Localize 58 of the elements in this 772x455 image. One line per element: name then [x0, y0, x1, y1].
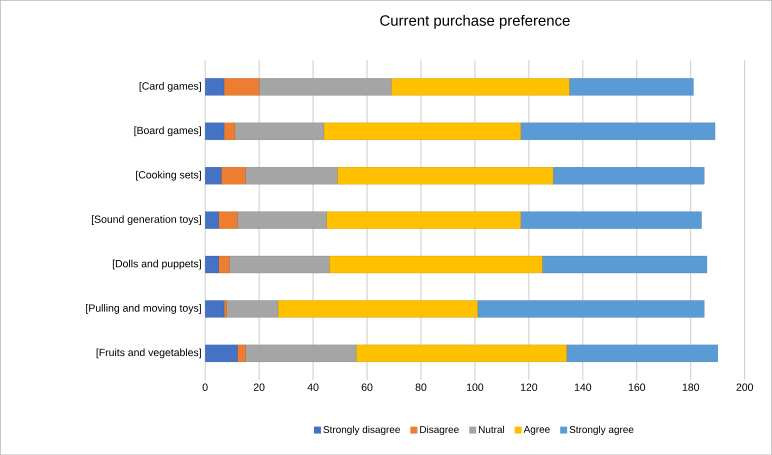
- x-tick-label: 100: [467, 383, 484, 391]
- bar: [356, 344, 567, 362]
- bar: [520, 122, 716, 140]
- bar: [542, 256, 708, 274]
- bar: [324, 122, 521, 140]
- bar: [337, 166, 554, 184]
- x-tick-label: 160: [628, 383, 646, 391]
- bar: [237, 211, 327, 229]
- legend-label: Agree: [524, 426, 550, 435]
- bar: [221, 166, 246, 184]
- bar: [205, 344, 238, 362]
- y-tick-label: [Cooking sets]: [136, 170, 201, 180]
- bar: [229, 256, 330, 274]
- bar: [245, 344, 356, 362]
- bar: [553, 166, 704, 184]
- y-tick-label: [Sound generation toys]: [92, 215, 201, 225]
- legend-label: Nutral: [478, 426, 504, 433]
- bar: [224, 122, 235, 140]
- y-tick-label: [Dolls and puppets]: [112, 260, 201, 270]
- bar: [218, 211, 238, 229]
- y-tick-label: [Board games]: [134, 126, 201, 136]
- bar: [520, 211, 702, 229]
- bar: [237, 344, 246, 362]
- legend-label: Strongly agree: [570, 426, 634, 435]
- bar: [477, 300, 704, 318]
- chart-title: Current purchase preference: [380, 14, 570, 29]
- bar: [226, 300, 278, 318]
- bar: [205, 300, 224, 318]
- legend-label: Strongly disagree: [323, 426, 400, 435]
- bar: [234, 122, 324, 140]
- x-tick-label: 60: [362, 383, 372, 391]
- bar: [326, 211, 521, 229]
- bar: [205, 211, 219, 229]
- x-tick-label: 40: [307, 383, 318, 391]
- bar: [205, 256, 219, 274]
- bar: [205, 78, 224, 96]
- legend-label: Disagree: [420, 426, 459, 435]
- x-tick-label: 200: [736, 383, 754, 391]
- bar: [205, 166, 222, 184]
- y-tick-label: [Card games]: [140, 82, 201, 92]
- x-tick-label: 0: [202, 383, 208, 391]
- x-tick-label: 80: [416, 383, 426, 391]
- x-tick-label: 20: [254, 383, 265, 391]
- bar: [569, 78, 694, 96]
- x-tick-label: 180: [682, 383, 700, 391]
- bar: [329, 256, 543, 274]
- y-tick-label: [Fruits and vegetables]: [96, 348, 201, 358]
- bar: [245, 166, 338, 184]
- bar: [566, 344, 718, 362]
- bar: [224, 78, 260, 96]
- bar: [258, 78, 392, 96]
- bar: [278, 300, 478, 318]
- x-tick-label: 120: [520, 383, 538, 391]
- bar: [218, 256, 230, 274]
- bar: [205, 122, 224, 140]
- bar: [391, 78, 570, 96]
- y-tick-label: [Pulling and moving toys]: [86, 304, 201, 314]
- x-tick-label: 140: [574, 383, 592, 391]
